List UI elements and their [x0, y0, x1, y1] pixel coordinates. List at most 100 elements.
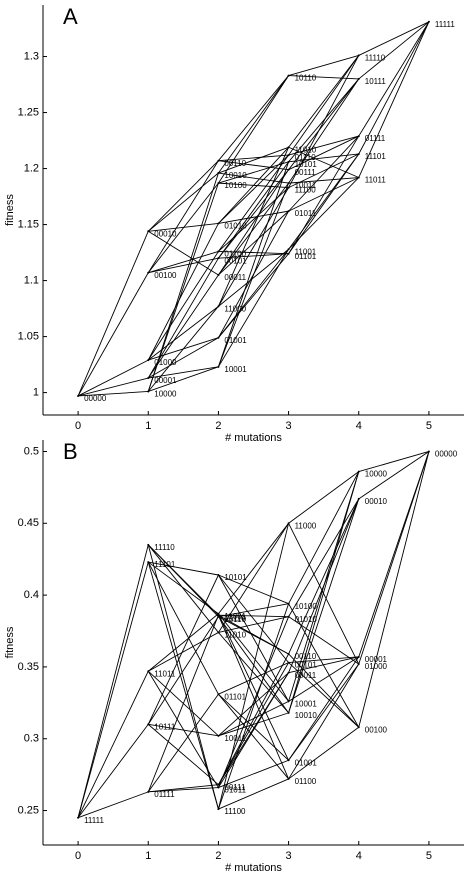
node — [287, 146, 290, 149]
edge — [217, 523, 290, 810]
node-label: 11001 — [295, 247, 317, 256]
node-label: 10000 — [154, 390, 177, 399]
edge — [218, 147, 289, 307]
edge — [217, 603, 290, 810]
y-axis-label: fitness — [4, 194, 16, 226]
node — [287, 522, 290, 525]
node — [287, 74, 290, 77]
node — [287, 661, 290, 664]
edge — [147, 574, 219, 725]
node-label: 01010 — [224, 222, 247, 231]
edge — [218, 523, 289, 633]
x-tick-label: 1 — [145, 420, 151, 432]
node-label: 00100 — [365, 725, 388, 734]
node-label: 11110 — [365, 54, 386, 63]
edge — [148, 723, 219, 737]
x-tick-label: 5 — [426, 420, 432, 432]
node-label: 11000 — [295, 521, 317, 530]
x-tick-label: 2 — [215, 850, 221, 862]
edge — [217, 182, 290, 367]
edge — [218, 248, 289, 338]
edge — [218, 146, 289, 174]
node — [217, 182, 220, 185]
node-label: 11011 — [154, 669, 176, 678]
x-tick-label: 4 — [356, 420, 362, 432]
node-label: 01100 — [224, 250, 246, 259]
edge — [218, 614, 289, 618]
node — [217, 257, 220, 260]
edge — [288, 135, 360, 212]
node — [287, 160, 290, 163]
y-tick-label: 0.4 — [24, 589, 39, 601]
y-axis-label: fitness — [4, 626, 16, 658]
edge — [78, 391, 149, 397]
edge — [218, 182, 289, 276]
node-label: 00110 — [295, 652, 317, 661]
edge — [218, 523, 289, 615]
edge — [147, 172, 219, 392]
x-tick-label: 3 — [286, 850, 292, 862]
node-label: 11010 — [224, 631, 246, 640]
x-tick-label: 3 — [286, 420, 292, 432]
node-label: 01101 — [295, 252, 317, 261]
edge — [218, 154, 289, 252]
edge — [288, 153, 359, 189]
edge — [77, 724, 149, 818]
node-label: 11111 — [435, 20, 455, 29]
y-tick-label: 1.05 — [18, 330, 39, 342]
edge — [218, 187, 289, 307]
edge — [288, 653, 360, 728]
edge — [147, 306, 219, 392]
node — [287, 711, 290, 714]
node-label: 01111 — [365, 134, 386, 143]
node-label: 01011 — [295, 209, 317, 218]
node-label: 01001 — [295, 758, 318, 767]
edge — [147, 251, 219, 361]
edge — [218, 248, 289, 368]
edge — [148, 632, 219, 672]
edge — [218, 161, 289, 184]
edge — [147, 160, 219, 273]
node — [427, 450, 430, 453]
edge — [148, 257, 219, 274]
x-axis-label: # mutations — [225, 432, 282, 444]
edge — [77, 561, 149, 818]
edge — [288, 616, 360, 665]
edge — [218, 632, 289, 714]
edge — [288, 726, 360, 780]
edge — [147, 544, 219, 633]
node-label: 10111 — [154, 722, 176, 731]
edge — [218, 169, 289, 276]
edge — [147, 182, 219, 392]
x-tick-label: 2 — [215, 420, 221, 432]
edge — [358, 21, 430, 137]
node — [217, 222, 220, 225]
edge — [148, 784, 219, 793]
node-label: 10101 — [224, 573, 247, 582]
node — [287, 182, 290, 185]
node-label: 01010 — [295, 615, 318, 624]
edge — [288, 78, 360, 163]
y-tick-label: 1 — [33, 387, 39, 399]
edge — [218, 161, 289, 259]
node — [147, 271, 150, 274]
node-label: 00001 — [154, 376, 177, 385]
edge — [358, 451, 430, 728]
edge — [288, 498, 360, 617]
node-label: 10110 — [295, 74, 317, 83]
y-tick-label: 0.3 — [24, 733, 39, 745]
y-tick-label: 0.35 — [18, 661, 39, 673]
node — [357, 152, 360, 155]
edge — [218, 248, 289, 307]
node — [217, 365, 220, 368]
edge — [218, 154, 289, 224]
x-tick-label: 0 — [75, 850, 81, 862]
edge — [147, 616, 219, 725]
edge — [288, 54, 359, 77]
node — [217, 615, 220, 618]
edge — [288, 656, 359, 702]
edge — [148, 366, 219, 379]
node-label: 10011 — [224, 734, 246, 743]
edge — [148, 337, 219, 379]
node-label: 00100 — [154, 271, 177, 280]
